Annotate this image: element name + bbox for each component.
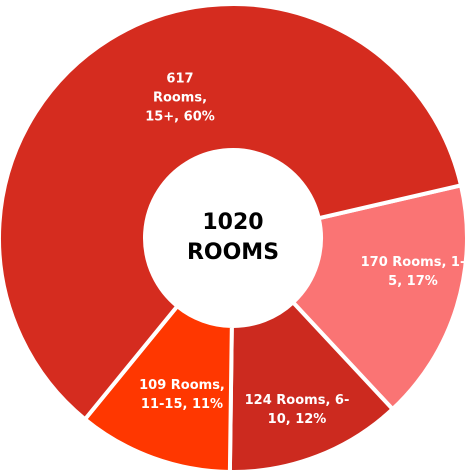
total-label: ROOMS [186,240,280,265]
donut-slice [82,303,234,470]
data-label: 109 Rooms, 11-15, 11% [139,378,225,412]
total-value: 1020 [202,210,264,235]
data-label: 124 Rooms, 6-10, 12% [244,393,350,427]
donut-hole [146,151,320,325]
data-label: 617 Rooms, 15+, 60% [145,71,215,125]
donut-slice [227,299,396,470]
donut-slice [0,2,464,423]
center-text: 1020 ROOMS [187,208,279,268]
data-label: 170 Rooms, 1-5, 17% [360,255,466,289]
